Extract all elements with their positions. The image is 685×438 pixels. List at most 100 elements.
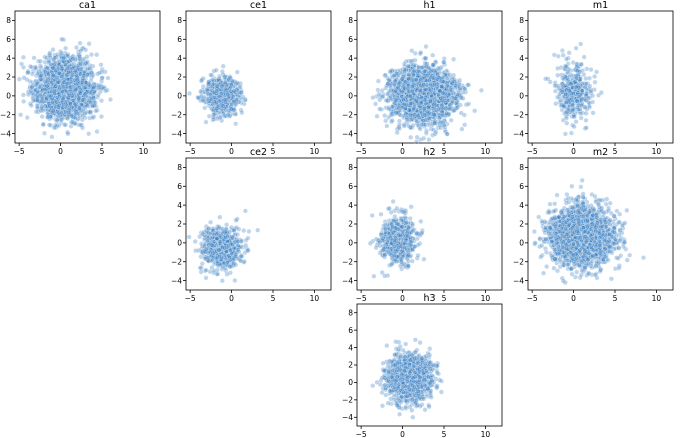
- data-point: [86, 131, 92, 137]
- data-point: [99, 75, 105, 81]
- data-point: [214, 83, 220, 89]
- data-point: [421, 135, 427, 141]
- data-point: [90, 115, 96, 121]
- data-point: [229, 78, 235, 84]
- data-point: [98, 62, 104, 68]
- data-point: [20, 54, 26, 60]
- panel-title: ca1: [79, 0, 96, 11]
- data-point: [59, 36, 65, 42]
- data-point: [25, 70, 31, 75]
- data-point: [462, 122, 468, 128]
- x-tick-label: −5: [14, 147, 25, 156]
- data-point: [82, 85, 88, 91]
- data-point: [472, 108, 478, 114]
- data-point: [240, 94, 246, 100]
- data-point: [52, 88, 57, 94]
- data-point: [88, 109, 94, 115]
- data-point: [29, 84, 35, 90]
- data-point: [228, 88, 234, 94]
- data-point: [27, 79, 33, 84]
- data-point: [67, 84, 73, 90]
- data-point: [78, 66, 84, 72]
- data-point: [49, 134, 55, 140]
- x-tick-label: 10: [310, 147, 320, 156]
- data-point: [198, 88, 204, 94]
- data-point: [229, 106, 235, 112]
- data-point: [89, 52, 94, 58]
- data-point: [233, 111, 238, 117]
- data-point: [32, 64, 38, 70]
- y-tick-label: −2: [0, 110, 11, 119]
- y-tick-label: −2: [171, 110, 182, 119]
- data-point: [208, 72, 214, 78]
- data-point: [238, 89, 244, 95]
- data-point: [204, 96, 210, 102]
- y-tick-label: 2: [6, 73, 11, 82]
- data-point: [34, 81, 40, 87]
- data-point: [225, 112, 231, 118]
- data-point: [94, 52, 100, 58]
- data-point: [239, 110, 245, 116]
- data-point: [418, 50, 424, 56]
- y-tick-label: 8: [6, 16, 11, 25]
- data-point: [96, 70, 102, 76]
- data-point: [86, 70, 92, 76]
- data-point: [34, 105, 40, 110]
- data-point: [216, 73, 222, 79]
- y-tick-label: 6: [6, 35, 11, 44]
- data-point: [63, 45, 69, 51]
- data-point: [46, 122, 52, 128]
- data-point: [220, 63, 226, 69]
- scatter-points: [16, 36, 113, 140]
- data-point: [56, 94, 62, 99]
- y-tick-label: 6: [177, 35, 182, 44]
- data-point: [206, 81, 212, 87]
- data-point: [108, 97, 113, 102]
- data-point: [38, 73, 44, 79]
- data-point: [206, 113, 212, 119]
- data-point: [47, 50, 53, 56]
- data-point: [222, 74, 227, 80]
- data-point: [79, 117, 85, 123]
- data-point: [77, 105, 82, 111]
- data-point: [45, 114, 51, 120]
- data-point: [105, 75, 111, 81]
- data-point: [72, 102, 78, 108]
- data-point: [77, 40, 83, 46]
- x-tick-label: 5: [100, 147, 105, 156]
- y-tick-label: 0: [177, 92, 182, 101]
- data-point: [77, 90, 83, 96]
- data-point: [67, 101, 73, 107]
- data-point: [38, 58, 44, 64]
- data-point: [90, 95, 96, 101]
- x-tick-label: −5: [185, 147, 196, 156]
- data-point: [40, 122, 46, 128]
- data-point: [44, 83, 50, 89]
- data-point: [414, 139, 420, 145]
- data-point: [87, 66, 93, 71]
- data-point: [217, 94, 223, 100]
- x-tick-label: 10: [139, 147, 149, 156]
- data-point: [82, 91, 88, 97]
- data-point: [81, 72, 87, 78]
- data-point: [16, 76, 22, 82]
- data-point: [80, 97, 86, 103]
- data-point: [83, 47, 89, 53]
- data-point: [414, 134, 420, 140]
- data-point: [211, 99, 217, 105]
- data-point: [73, 109, 79, 115]
- data-point: [80, 125, 85, 131]
- y-tick-label: 8: [177, 16, 182, 25]
- data-point: [70, 56, 76, 62]
- y-tick-label: 4: [177, 54, 182, 63]
- data-point: [198, 94, 204, 100]
- data-point: [234, 87, 240, 93]
- data-point: [222, 99, 228, 105]
- data-point: [52, 55, 58, 61]
- data-point: [18, 112, 24, 118]
- data-point: [48, 93, 54, 99]
- data-point: [21, 64, 26, 70]
- data-point: [234, 69, 240, 75]
